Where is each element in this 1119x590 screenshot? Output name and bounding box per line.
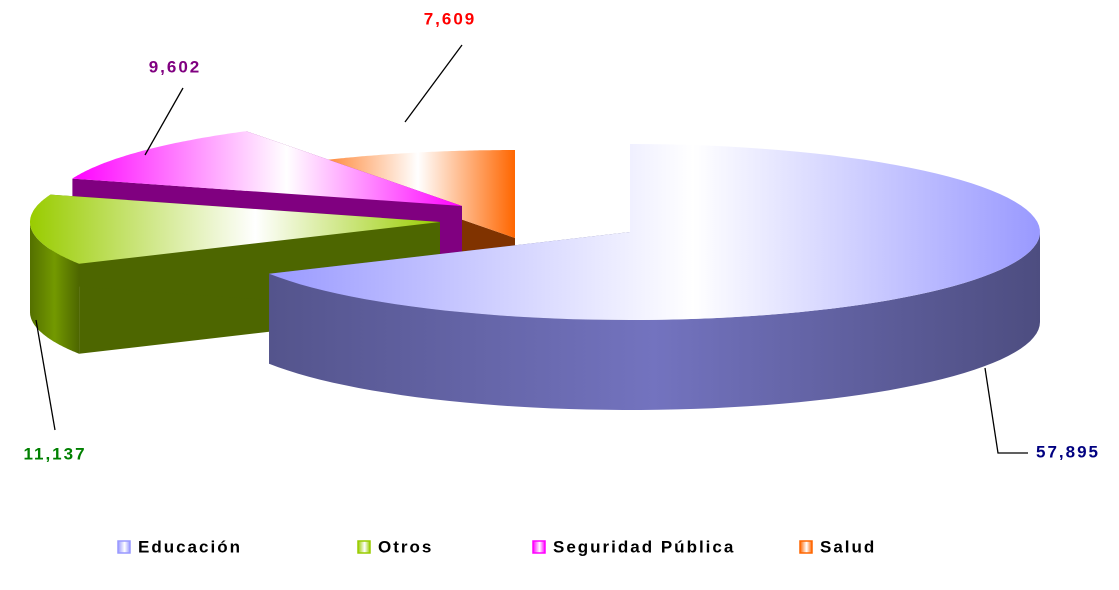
leader-line [984,367,1028,454]
leader-line [404,44,463,123]
legend-item: Seguridad Pública [532,537,735,556]
leader-line [35,319,56,431]
legend-item: Educación [117,537,242,556]
legend-item: Salud [799,537,876,556]
leader-line [144,87,184,156]
data-label: 7,609 [424,9,477,28]
legend-label: Salud [820,537,876,556]
data-label: 9,602 [149,57,202,76]
data-label: 11,137 [23,444,86,463]
data-label: 57,895 [1036,442,1100,461]
legend-swatch [117,540,131,554]
slice-top [72,131,463,206]
pie-slice [269,144,1041,410]
slice-side [269,232,1041,410]
slice-top [30,194,440,264]
legend-label: Otros [378,537,433,556]
legend-swatch [357,540,371,554]
slice-side [30,222,80,354]
slice-top [269,144,1040,320]
legend-swatch [532,540,546,554]
legend-label: Educación [138,537,242,556]
legend-item: Otros [357,537,433,556]
legend-label: Seguridad Pública [553,537,735,556]
legend-swatch [799,540,813,554]
